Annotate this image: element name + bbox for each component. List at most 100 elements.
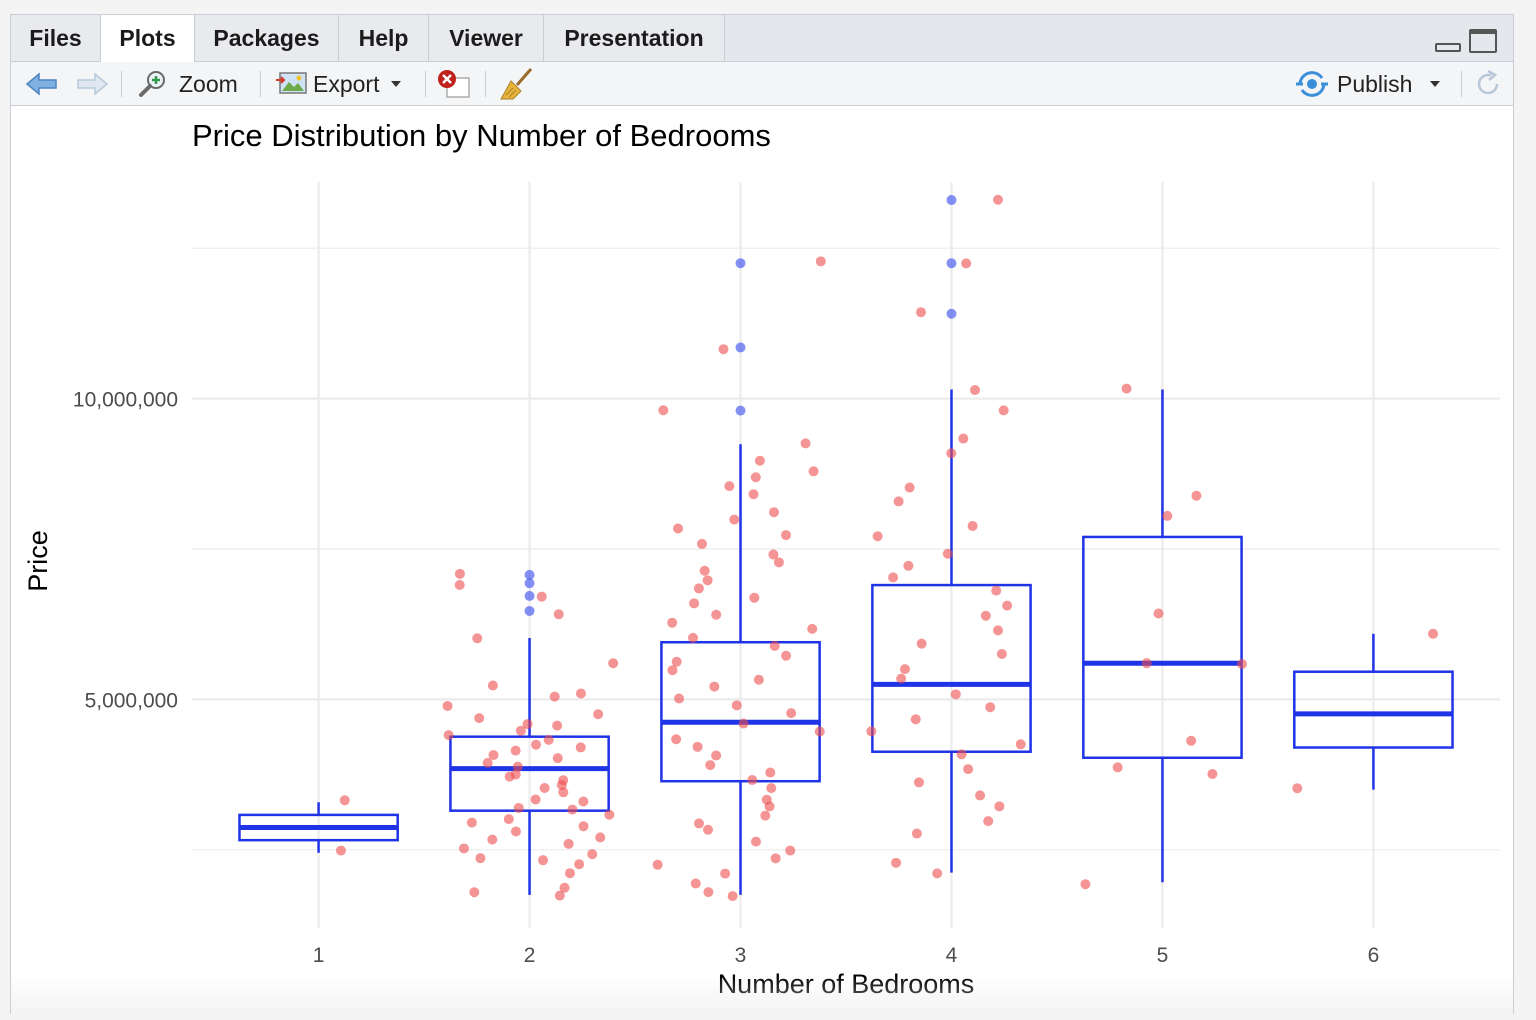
data-point (536, 591, 547, 602)
data-point (442, 700, 453, 711)
data-point (587, 849, 598, 860)
outlier-point (524, 569, 535, 580)
box-iqr (1082, 535, 1243, 759)
data-point (998, 405, 1009, 416)
data-point (1236, 658, 1247, 669)
data-point (1162, 510, 1173, 521)
data-point (699, 565, 710, 576)
data-point (765, 767, 776, 778)
data-point (753, 674, 764, 685)
data-point (970, 385, 981, 396)
outlier-point (735, 405, 746, 416)
data-point (458, 843, 469, 854)
tab-packages[interactable]: Packages (195, 15, 339, 61)
zoom-button[interactable]: Zoom (137, 66, 238, 102)
data-point (769, 640, 780, 651)
chevron-down-icon (1430, 81, 1441, 87)
tab-presentation[interactable]: Presentation (544, 15, 725, 61)
publish-button[interactable]: Publish (1295, 66, 1441, 102)
data-point (563, 838, 574, 849)
data-point (807, 623, 818, 634)
data-point (503, 814, 514, 825)
data-point (475, 853, 486, 864)
data-point (731, 700, 742, 711)
data-point (711, 750, 722, 761)
data-point (702, 824, 713, 835)
boxplot-chart: 5,000,000 10,000,000 1 2 3 4 5 6 Price Distribu… (23, 118, 1500, 999)
data-point (910, 714, 921, 725)
export-button[interactable]: Export (275, 66, 402, 102)
export-label: Export (313, 70, 380, 97)
data-point (1428, 628, 1439, 639)
tab-viewer[interactable]: Viewer (429, 15, 544, 61)
plots-pane: Files Plots Packages Help Viewer Present… (10, 14, 1514, 1015)
data-point (985, 702, 996, 713)
data-point (667, 617, 678, 628)
data-point (558, 775, 569, 786)
data-point (720, 868, 731, 879)
data-point (996, 648, 1007, 659)
data-point (474, 713, 485, 724)
maximize-pane-button[interactable] (1469, 29, 1497, 53)
data-point (510, 826, 521, 837)
x-axis-label: Number of Bedrooms (718, 969, 975, 999)
data-point (705, 760, 716, 771)
clear-all-plots-button[interactable] (499, 66, 535, 102)
data-point (888, 572, 899, 583)
outlier-point (946, 308, 957, 319)
data-point (992, 625, 1003, 636)
data-point (567, 804, 578, 815)
data-point (904, 482, 915, 493)
data-point (702, 575, 713, 586)
chart-title: Price Distribution by Number of Bedrooms (192, 118, 771, 153)
data-point (487, 680, 498, 691)
axis-ticks: 5,000,000 10,000,000 1 2 3 4 5 6 (73, 389, 1379, 967)
data-point (748, 489, 759, 500)
data-point (709, 681, 720, 692)
forward-button[interactable] (75, 66, 109, 102)
x-tick-label: 1 (313, 944, 325, 967)
data-point (574, 859, 585, 870)
data-point (946, 448, 957, 459)
remove-plot-button[interactable] (435, 66, 471, 102)
data-point (749, 592, 760, 603)
data-point (604, 809, 615, 820)
data-point (513, 802, 524, 813)
boxes (238, 389, 1454, 895)
data-point (522, 719, 533, 730)
tab-plots[interactable]: Plots (101, 15, 195, 62)
data-point (1112, 762, 1123, 773)
box-iqr (871, 583, 1032, 753)
data-point (696, 538, 707, 549)
tab-help[interactable]: Help (339, 15, 429, 61)
tab-files[interactable]: Files (11, 15, 101, 61)
data-point (671, 734, 682, 745)
data-point (692, 741, 703, 752)
zoom-label: Zoom (179, 70, 238, 97)
data-point (578, 821, 589, 832)
data-point (915, 307, 926, 318)
back-button[interactable] (25, 66, 59, 102)
data-point (718, 344, 729, 355)
outlier-point (524, 590, 535, 601)
data-point (770, 853, 781, 864)
data-point (564, 868, 575, 879)
data-point (673, 523, 684, 534)
data-point (800, 438, 811, 449)
data-point (993, 194, 1004, 205)
refresh-button[interactable] (1473, 66, 1503, 102)
data-point (703, 887, 714, 898)
data-point (738, 718, 749, 729)
data-point (515, 725, 526, 736)
data-point (932, 868, 943, 879)
data-point (552, 720, 563, 731)
data-point (1207, 768, 1218, 779)
box-4 (871, 389, 1032, 873)
minimize-pane-button[interactable] (1435, 43, 1461, 52)
data-point (482, 757, 493, 768)
data-point (916, 638, 927, 649)
data-point (454, 568, 465, 579)
box-1 (238, 802, 399, 853)
data-point (553, 609, 564, 620)
data-point (674, 693, 685, 704)
